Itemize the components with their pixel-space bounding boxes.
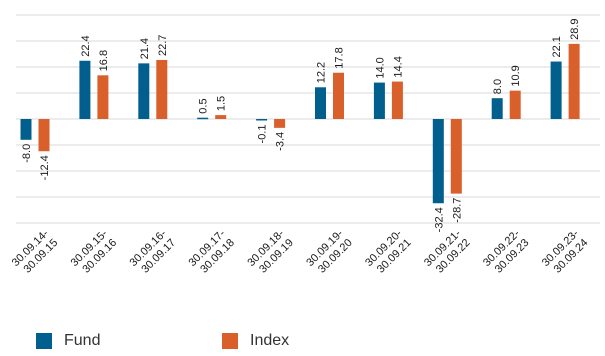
data-label-index: 16.8 — [98, 50, 110, 71]
data-label-fund: -0.1 — [257, 125, 269, 144]
bar-fund — [79, 60, 91, 119]
x-tick-label: 30.09.23-30.09.24 — [540, 227, 591, 278]
data-label-index: 14.4 — [392, 56, 404, 77]
bar-fund — [138, 63, 150, 119]
x-tick-label: 30.09.18-30.09.19 — [245, 227, 296, 278]
data-label-fund: 22.1 — [551, 36, 563, 57]
bar-index — [391, 81, 403, 119]
x-tick-label: 30.09.19-30.09.20 — [304, 227, 355, 278]
data-label-fund: 8.0 — [492, 79, 504, 94]
data-label-fund: 12.2 — [316, 62, 328, 83]
legend-label-index: Index — [250, 332, 290, 349]
x-tick-label: 30.09.21-30.09.22 — [422, 227, 473, 278]
bar-index — [450, 119, 462, 194]
data-label-fund: 22.4 — [80, 35, 92, 56]
data-label-index: 1.5 — [216, 96, 228, 111]
legend-item-index: Index — [222, 330, 289, 352]
bar-index — [156, 59, 168, 119]
legend-label-fund: Fund — [64, 332, 101, 349]
data-label-index: -12.4 — [39, 155, 51, 180]
bar-index — [215, 115, 227, 119]
data-label-index: -3.4 — [275, 132, 287, 151]
data-label-fund: -32.4 — [433, 207, 445, 232]
data-label-index: -28.7 — [451, 198, 463, 223]
x-tick-label: 30.09.15-30.09.16 — [69, 227, 120, 278]
x-tick-label: 30.09.17-30.09.18 — [186, 227, 237, 278]
x-tick-label: 30.09.20-30.09.21 — [363, 227, 414, 278]
legend-item-fund: Fund — [36, 330, 100, 352]
x-tick-label: 30.09.16-30.09.17 — [128, 227, 179, 278]
data-label-index: 28.9 — [569, 18, 581, 39]
x-tick-label: 30.09.14-30.09.15 — [10, 227, 61, 278]
bar-fund — [373, 82, 385, 119]
bar-fund — [197, 117, 209, 120]
data-label-fund: -8.0 — [21, 144, 33, 163]
bars — [20, 43, 580, 204]
data-label-index: 22.7 — [157, 35, 169, 56]
bar-index — [97, 75, 109, 119]
gridlines — [16, 14, 600, 224]
legend-swatch-fund — [36, 333, 52, 349]
bar-index — [333, 72, 344, 119]
data-label-index: 17.8 — [334, 47, 346, 68]
data-label-index: 10.9 — [510, 65, 522, 86]
bar-index — [274, 119, 286, 128]
data-labels: -8.0 -12.4 22.4 16.8 21.4 22.7 0.5 1.5 -0.1 -3.4 1… — [21, 18, 581, 232]
x-axis-labels: 30.09.14-30.09.15 30.09.15-30.09.16 30.09.… — [10, 227, 591, 278]
bar-index — [38, 119, 50, 152]
bar-index — [509, 90, 521, 119]
bar-fund — [20, 119, 32, 140]
legend-swatch-index — [222, 333, 238, 349]
x-tick-label: 30.09.22-30.09.23 — [481, 227, 532, 278]
data-label-fund: 14.0 — [374, 57, 386, 78]
bar-fund — [432, 119, 444, 204]
bar-fund — [256, 119, 268, 121]
bar-index — [568, 43, 580, 119]
bar-fund — [491, 98, 503, 119]
data-label-fund: 0.5 — [198, 98, 210, 113]
bar-fund — [550, 61, 562, 119]
bar-fund — [315, 87, 326, 119]
data-label-fund: 21.4 — [139, 38, 151, 59]
